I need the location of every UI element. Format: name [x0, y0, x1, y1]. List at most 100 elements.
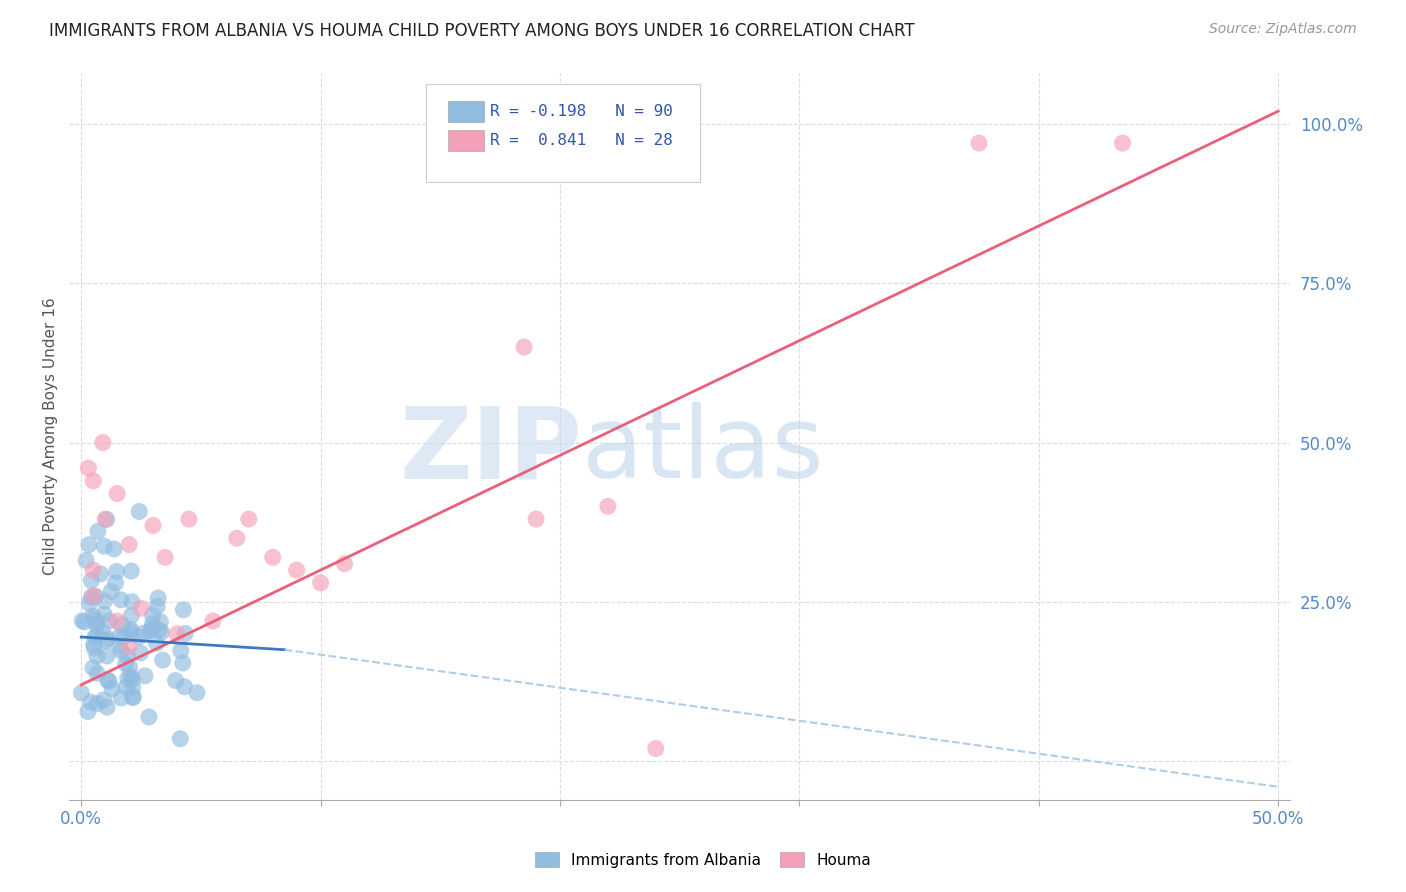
Point — [82, 589, 104, 603]
Point — [120, 625, 142, 640]
Text: R = -0.198   N = 90: R = -0.198 N = 90 — [491, 104, 673, 119]
Point — [120, 608, 142, 623]
Point — [333, 557, 356, 571]
Point — [82, 661, 104, 675]
Point — [138, 710, 160, 724]
Point — [94, 633, 117, 648]
Point — [120, 623, 142, 637]
Y-axis label: Child Poverty Among Boys Under 16: Child Poverty Among Boys Under 16 — [44, 297, 58, 575]
Point — [77, 461, 100, 475]
Point — [80, 695, 103, 709]
Point — [148, 591, 170, 605]
Point — [72, 614, 94, 628]
Point — [118, 538, 141, 552]
Point — [238, 512, 260, 526]
Point — [104, 576, 127, 591]
Point — [142, 608, 165, 623]
Point — [83, 638, 105, 652]
Point — [83, 641, 105, 656]
Point — [77, 705, 100, 719]
Point — [128, 504, 150, 518]
Point — [100, 584, 122, 599]
Point — [101, 681, 124, 696]
Point — [110, 644, 132, 658]
Point — [186, 686, 208, 700]
Point — [524, 512, 547, 526]
Point — [110, 592, 132, 607]
Point — [82, 563, 104, 577]
Point — [110, 690, 132, 705]
Point — [103, 541, 125, 556]
Point — [86, 617, 108, 632]
Point — [114, 657, 136, 671]
Point — [94, 512, 117, 526]
Point — [170, 644, 193, 658]
Point — [309, 575, 332, 590]
Text: IMMIGRANTS FROM ALBANIA VS HOUMA CHILD POVERTY AMONG BOYS UNDER 16 CORRELATION C: IMMIGRANTS FROM ALBANIA VS HOUMA CHILD P… — [49, 22, 915, 40]
Point — [166, 627, 188, 641]
Point — [262, 550, 284, 565]
Point — [117, 649, 139, 664]
Point — [150, 625, 173, 640]
Point — [177, 512, 200, 526]
Point — [146, 599, 169, 614]
Point — [97, 673, 120, 687]
Point — [118, 660, 141, 674]
Point — [105, 486, 128, 500]
Point — [644, 741, 666, 756]
Point — [77, 538, 100, 552]
Point — [596, 500, 619, 514]
Point — [141, 616, 163, 631]
FancyBboxPatch shape — [426, 84, 700, 182]
Point — [172, 603, 194, 617]
Point — [165, 673, 187, 688]
Point — [86, 629, 108, 643]
Text: ZIP: ZIP — [399, 402, 582, 500]
Point — [118, 640, 141, 654]
Point — [121, 673, 143, 687]
Point — [134, 669, 156, 683]
Point — [79, 597, 101, 611]
Point — [129, 601, 152, 615]
Point — [96, 512, 118, 526]
Point — [122, 690, 145, 704]
Point — [75, 553, 97, 567]
Point — [114, 629, 136, 643]
Point — [86, 616, 108, 631]
Point — [82, 609, 104, 624]
Bar — [447, 129, 484, 152]
Point — [142, 518, 165, 533]
Point — [73, 615, 96, 629]
Point — [108, 629, 131, 643]
Point — [80, 574, 103, 588]
Point — [117, 671, 139, 685]
Point — [173, 680, 195, 694]
Point — [201, 614, 224, 628]
Point — [152, 653, 174, 667]
Point — [111, 617, 134, 632]
Point — [169, 731, 191, 746]
Point — [84, 589, 107, 603]
Point — [96, 648, 118, 663]
Point — [174, 626, 197, 640]
Point — [89, 566, 111, 581]
Point — [121, 680, 143, 694]
Point — [145, 636, 167, 650]
Point — [86, 666, 108, 681]
Legend: Immigrants from Albania, Houma: Immigrants from Albania, Houma — [529, 846, 877, 873]
Point — [139, 624, 162, 638]
Point — [153, 550, 176, 565]
Point — [120, 564, 142, 578]
Text: R =  0.841   N = 28: R = 0.841 N = 28 — [491, 133, 673, 148]
Point — [105, 614, 128, 628]
Text: atlas: atlas — [582, 402, 824, 500]
Point — [1111, 136, 1133, 150]
Point — [98, 614, 121, 628]
Point — [148, 623, 170, 637]
Point — [120, 669, 142, 683]
Point — [149, 615, 172, 629]
Point — [225, 531, 247, 545]
Point — [87, 524, 110, 539]
Point — [172, 656, 194, 670]
Point — [96, 700, 118, 714]
